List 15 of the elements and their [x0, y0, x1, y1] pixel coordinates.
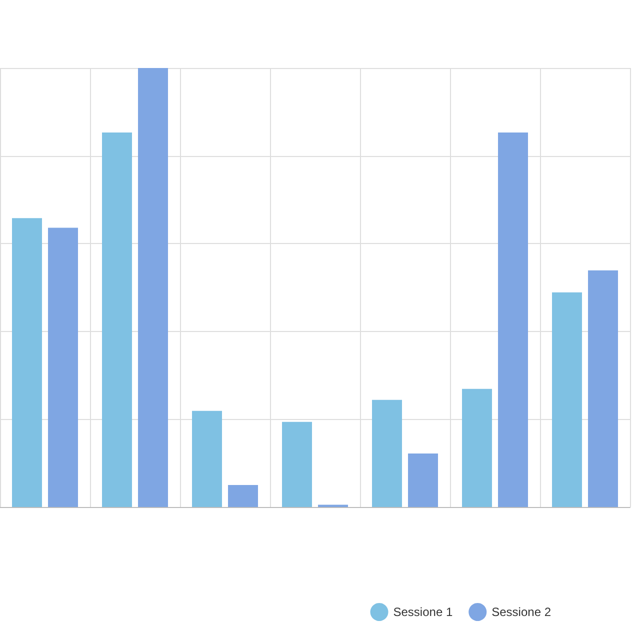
legend-label: Sessione 1 [393, 605, 453, 619]
legend-label: Sessione 2 [492, 605, 552, 619]
bar [498, 132, 528, 507]
bar [138, 68, 168, 507]
bar [228, 485, 258, 507]
bar [12, 218, 42, 507]
bar [192, 410, 222, 507]
bar [462, 388, 492, 507]
bar [372, 400, 402, 507]
bar [102, 132, 132, 507]
bar [48, 228, 78, 507]
bar [408, 453, 438, 507]
bar [282, 422, 312, 507]
bar [588, 270, 618, 507]
bar [552, 292, 582, 507]
